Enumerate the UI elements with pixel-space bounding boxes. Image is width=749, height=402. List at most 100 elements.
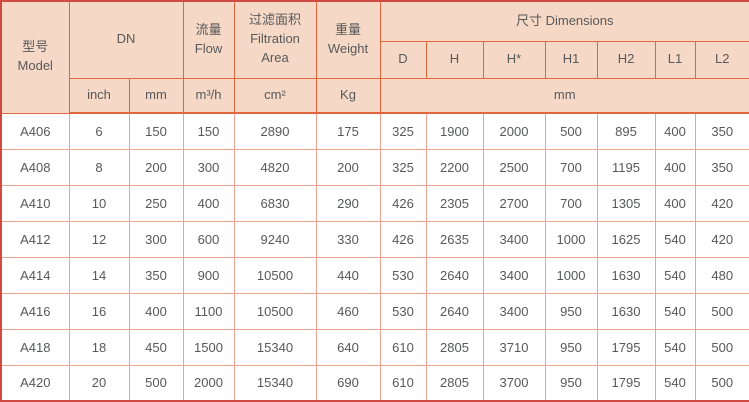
value-cell: 10500	[233, 292, 317, 330]
header-weight: 重量 Weight	[315, 0, 381, 79]
header-dim-h: H	[425, 40, 484, 79]
header-flow: 流量 Flow	[182, 0, 235, 79]
model-cell: A416	[0, 292, 70, 330]
value-cell: 1630	[596, 256, 656, 294]
value-cell: 426	[379, 184, 427, 222]
value-cell: 540	[654, 256, 696, 294]
value-cell: 150	[128, 112, 184, 150]
value-cell: 2500	[482, 148, 546, 186]
value-cell: 950	[544, 364, 598, 402]
value-cell: 2640	[425, 292, 484, 330]
value-cell: 690	[315, 364, 381, 402]
header-dim-d: D	[379, 40, 427, 79]
table-body: A406 6 150 150 2890 175 325 1900 2000 500 895 400 35…	[0, 112, 749, 402]
value-cell: 500	[694, 328, 749, 366]
model-cell: A420	[0, 364, 70, 402]
value-cell: 540	[654, 364, 696, 402]
value-cell: 2640	[425, 256, 484, 294]
value-cell: 3400	[482, 292, 546, 330]
value-cell: 3400	[482, 220, 546, 258]
header-row-1: 型号 Model DN 流量 Flow 过滤面积 Filtration Area…	[0, 0, 749, 114]
value-cell: 4820	[233, 148, 317, 186]
value-cell: 530	[379, 292, 427, 330]
value-cell: 1630	[596, 292, 656, 330]
value-cell: 250	[128, 184, 184, 222]
value-cell: 2805	[425, 364, 484, 402]
value-cell: 700	[544, 148, 598, 186]
value-cell: 350	[128, 256, 184, 294]
value-cell: 540	[654, 220, 696, 258]
value-cell: 1795	[596, 364, 656, 402]
header-row-2: D H H* H1 H2 L1 L2	[1, 40, 749, 79]
value-cell: 600	[182, 220, 235, 258]
table-row: A408 8 200 300 4820 200 325 2200 2500 700 1195 400 3…	[0, 148, 749, 186]
value-cell: 540	[654, 292, 696, 330]
value-cell: 2305	[425, 184, 484, 222]
value-cell: 950	[544, 328, 598, 366]
value-cell: 420	[694, 220, 749, 258]
value-cell: 500	[694, 292, 749, 330]
value-cell: 2635	[425, 220, 484, 258]
value-cell: 325	[379, 112, 427, 150]
value-cell: 175	[315, 112, 381, 150]
model-cell: A408	[0, 148, 70, 186]
value-cell: 500	[544, 112, 598, 150]
value-cell: 2890	[233, 112, 317, 150]
value-cell: 10500	[233, 256, 317, 294]
unit-flow: m³/h	[182, 77, 235, 114]
value-cell: 400	[128, 292, 184, 330]
value-cell: 1305	[596, 184, 656, 222]
value-cell: 1625	[596, 220, 656, 258]
model-cell: A418	[0, 328, 70, 366]
value-cell: 330	[315, 220, 381, 258]
value-cell: 400	[654, 184, 696, 222]
value-cell: 480	[694, 256, 749, 294]
value-cell: 14	[68, 256, 130, 294]
header-model: 型号 Model	[0, 0, 70, 114]
value-cell: 1900	[425, 112, 484, 150]
header-dim-h1: H1	[544, 40, 598, 79]
value-cell: 1500	[182, 328, 235, 366]
value-cell: 3710	[482, 328, 546, 366]
value-cell: 12	[68, 220, 130, 258]
value-cell: 2805	[425, 328, 484, 366]
header-dim-l2: L2	[694, 40, 749, 79]
value-cell: 400	[654, 148, 696, 186]
value-cell: 10	[68, 184, 130, 222]
header-dn: DN	[68, 0, 184, 79]
header-row-3: inch mm m³/h cm² Kg mm	[1, 77, 749, 114]
value-cell: 610	[379, 328, 427, 366]
value-cell: 1000	[544, 220, 598, 258]
value-cell: 540	[654, 328, 696, 366]
value-cell: 350	[694, 112, 749, 150]
table-row: A412 12 300 600 9240 330 426 2635 3400 1000 1625 54…	[0, 220, 749, 258]
value-cell: 9240	[233, 220, 317, 258]
value-cell: 1100	[182, 292, 235, 330]
value-cell: 6830	[233, 184, 317, 222]
value-cell: 3400	[482, 256, 546, 294]
header-dim-hstar: H*	[482, 40, 546, 79]
value-cell: 610	[379, 364, 427, 402]
value-cell: 500	[694, 364, 749, 402]
value-cell: 400	[182, 184, 235, 222]
header-dimensions: 尺寸 Dimensions	[379, 0, 749, 42]
table-row: A418 18 450 1500 15340 640 610 2805 3710 950 1795 5…	[0, 328, 749, 366]
header-dim-l1: L1	[654, 40, 696, 79]
value-cell: 700	[544, 184, 598, 222]
value-cell: 2700	[482, 184, 546, 222]
table-row: A414 14 350 900 10500 440 530 2640 3400 1000 1630 5…	[0, 256, 749, 294]
value-cell: 440	[315, 256, 381, 294]
value-cell: 2200	[425, 148, 484, 186]
unit-weight: Kg	[315, 77, 381, 114]
value-cell: 500	[128, 364, 184, 402]
model-cell: A410	[0, 184, 70, 222]
value-cell: 325	[379, 148, 427, 186]
value-cell: 450	[128, 328, 184, 366]
value-cell: 200	[128, 148, 184, 186]
value-cell: 150	[182, 112, 235, 150]
value-cell: 426	[379, 220, 427, 258]
value-cell: 2000	[182, 364, 235, 402]
value-cell: 1195	[596, 148, 656, 186]
value-cell: 18	[68, 328, 130, 366]
value-cell: 950	[544, 292, 598, 330]
